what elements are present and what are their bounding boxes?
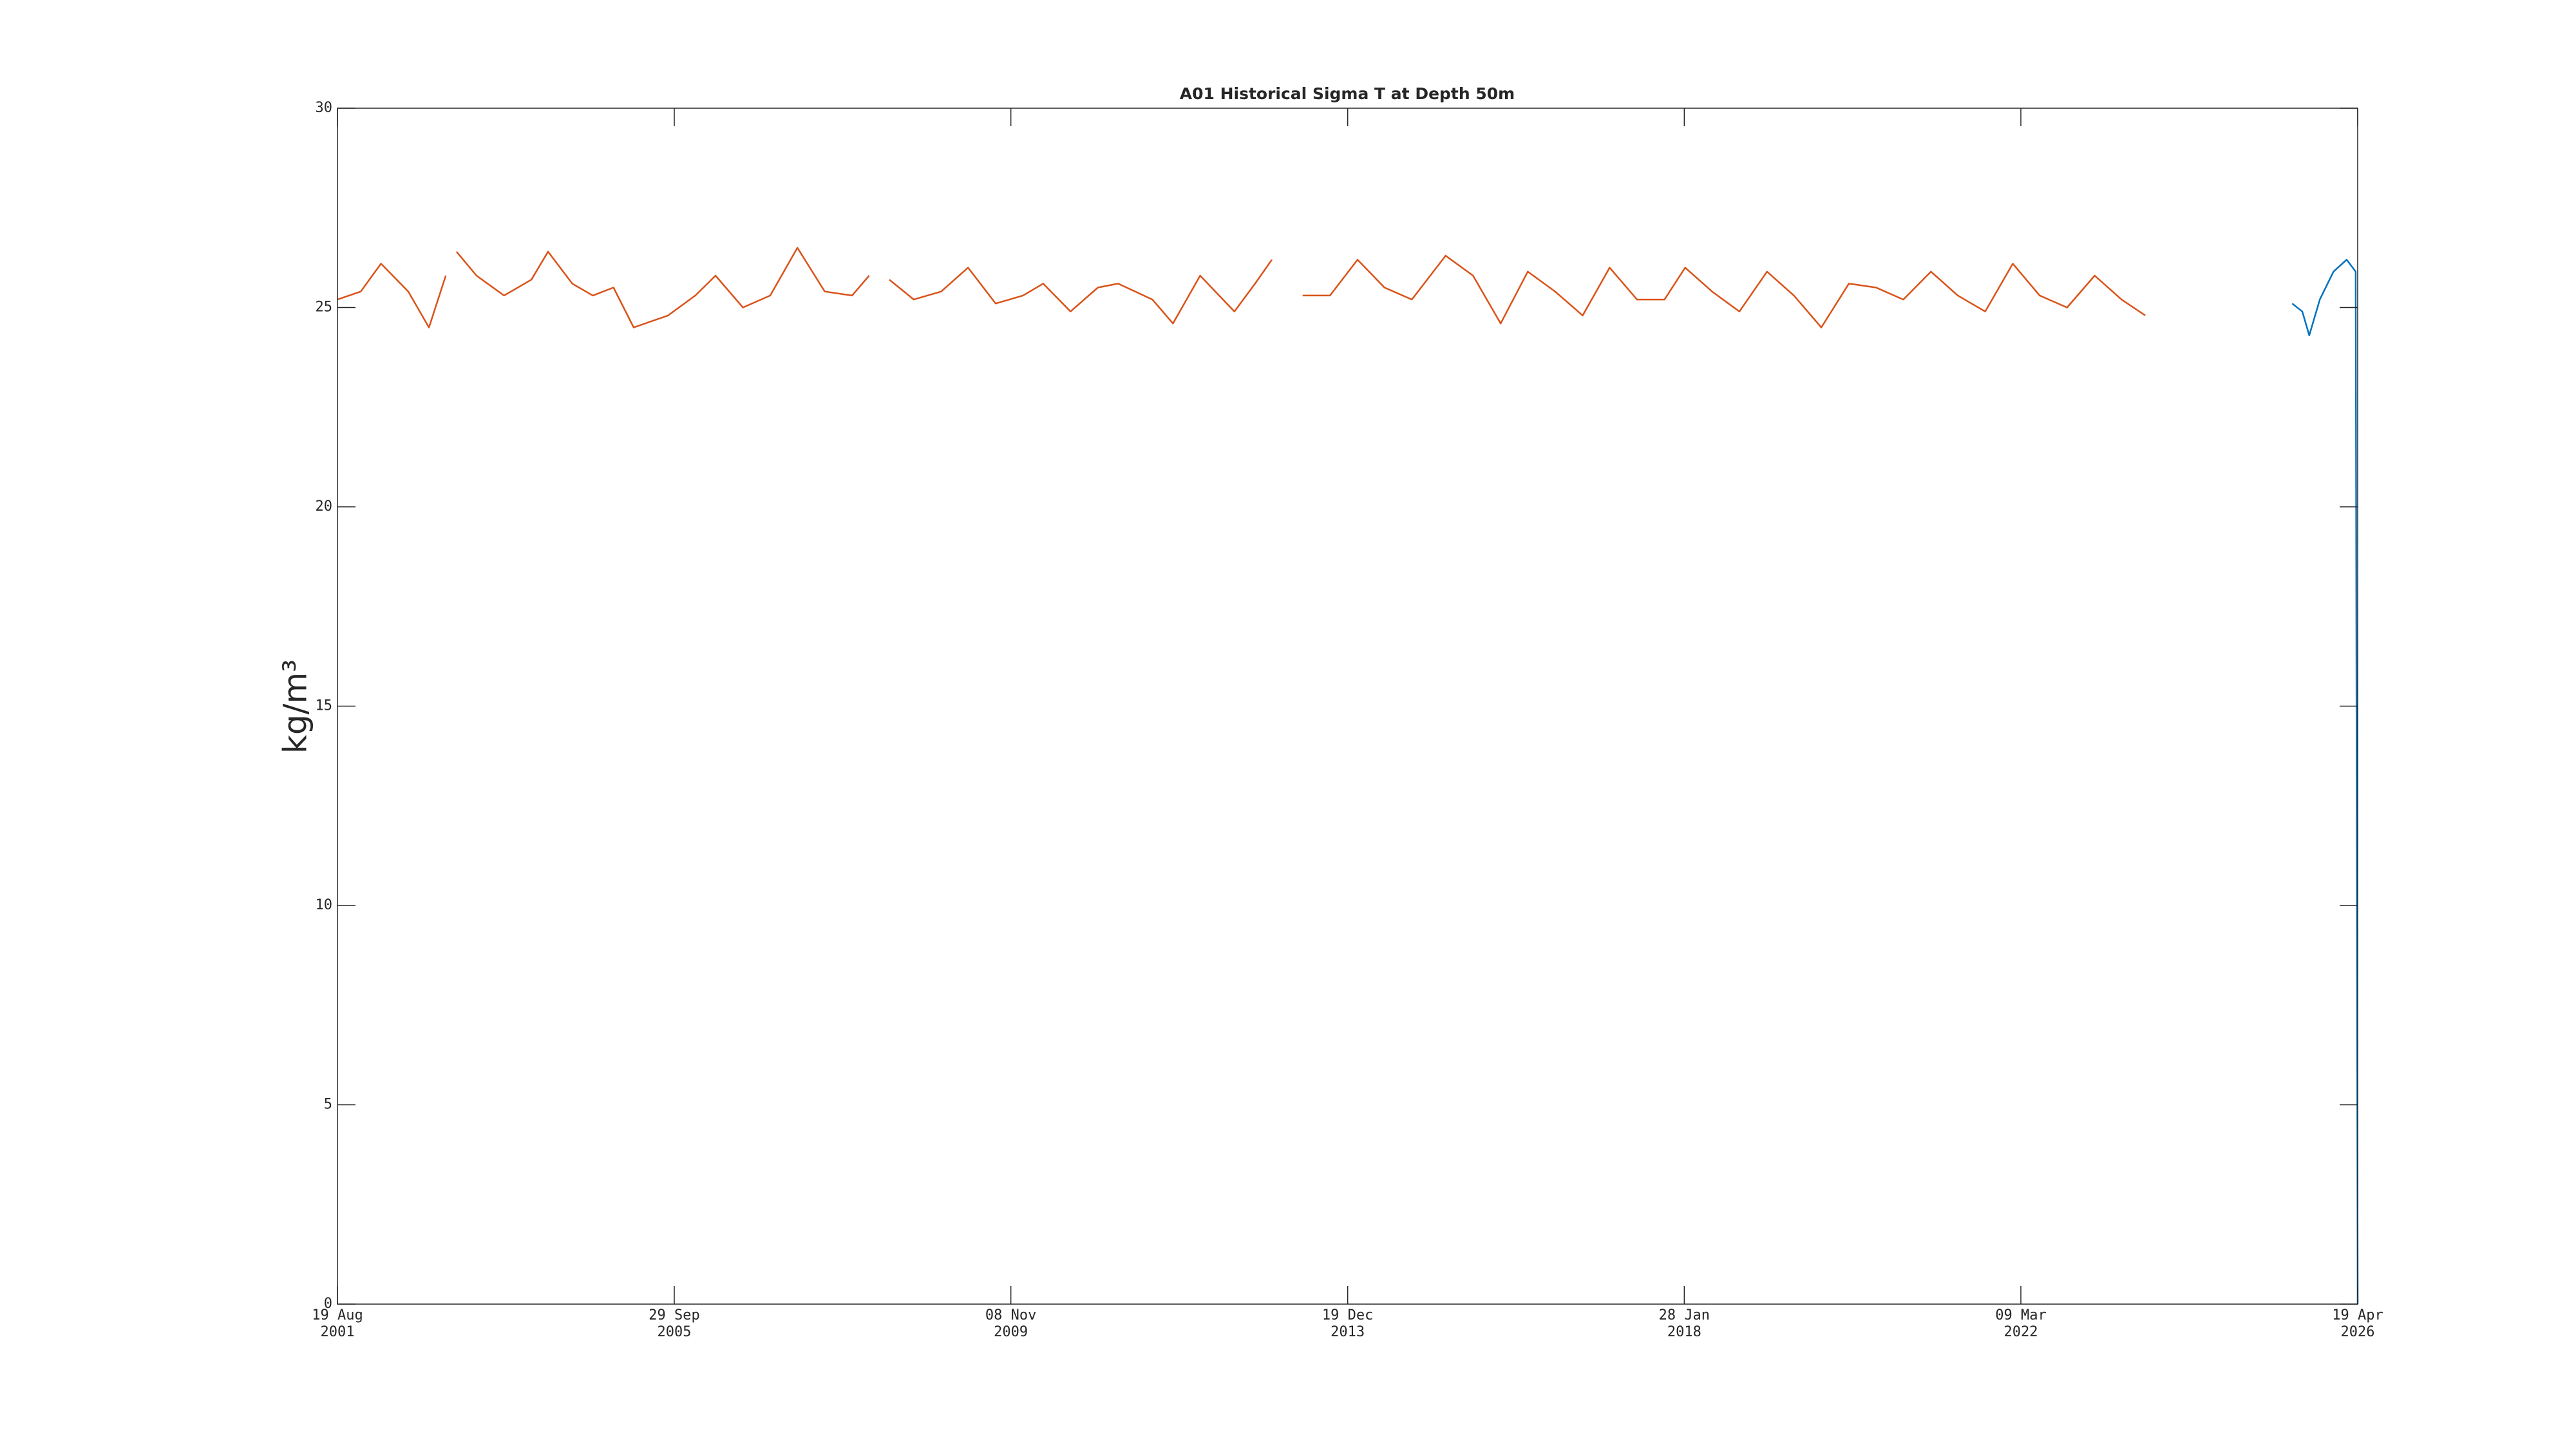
y-tick-label: 25: [316, 299, 333, 316]
data-line: [2291, 258, 2359, 1305]
y-tick-label: 0: [324, 1296, 332, 1312]
x-tick-label: 2005: [658, 1324, 692, 1340]
x-tick-label: 2013: [1331, 1324, 1365, 1340]
x-tick-label: 2026: [2341, 1324, 2375, 1340]
y-tick-label: 5: [324, 1097, 332, 1113]
x-tick-label: 19 Aug: [312, 1307, 363, 1323]
chart-title: A01 Historical Sigma T at Depth 50m: [1180, 84, 1515, 103]
y-axis-label: kg/m³: [277, 659, 314, 753]
x-tick-label: 08 Nov: [985, 1307, 1036, 1323]
data-line: [337, 247, 2146, 328]
x-tick-label: 2009: [994, 1324, 1028, 1340]
y-tick-label: 20: [316, 498, 333, 515]
x-tick-label: 28 Jan: [1659, 1307, 1710, 1323]
y-tick-label: 10: [316, 897, 333, 913]
x-tick-label: 2018: [1667, 1324, 1701, 1340]
y-tick-label: 15: [316, 698, 333, 714]
x-tick-label: 09 Mar: [1995, 1307, 2046, 1323]
x-tick-label: 19 Apr: [2332, 1307, 2383, 1323]
x-tick-label: 2001: [321, 1324, 355, 1340]
x-tick-label: 19 Dec: [1322, 1307, 1373, 1323]
y-tick-label: 30: [316, 100, 333, 116]
x-tick-label: 2022: [2004, 1324, 2038, 1340]
x-tick-label: 29 Sep: [649, 1307, 699, 1323]
